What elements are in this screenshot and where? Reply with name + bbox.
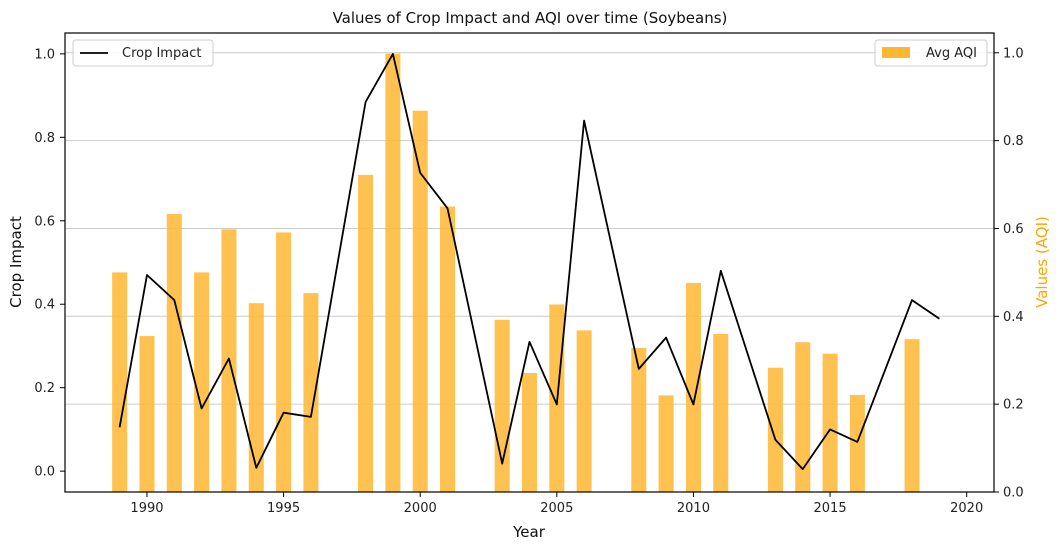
bar	[849, 394, 865, 492]
bar	[358, 174, 374, 492]
bar	[631, 347, 647, 492]
bar	[795, 342, 811, 492]
bar-series	[112, 53, 920, 493]
line-series	[118, 53, 940, 471]
y-left-tick-label: 1.0	[34, 47, 55, 62]
bar	[440, 206, 456, 492]
bar	[576, 330, 592, 492]
bar	[822, 353, 838, 492]
x-tick-label: 2000	[404, 501, 437, 516]
y-axis-left-title: Crop Impact	[7, 216, 25, 308]
x-tick-label: 2010	[677, 501, 710, 516]
bar	[385, 53, 401, 493]
x-tick-label: 2005	[540, 501, 573, 516]
y-right-tick-label: 0.8	[1003, 134, 1024, 149]
bar	[112, 272, 128, 492]
legend-right-box	[874, 39, 988, 67]
bar	[904, 339, 920, 492]
bar	[494, 319, 510, 492]
y-axis-right: 0.0 0.2 0.4 0.6 0.8 1.0	[994, 46, 1024, 501]
y-right-tick-label: 0.2	[1003, 398, 1024, 413]
bar	[194, 272, 210, 492]
bar	[767, 367, 783, 492]
plot-frame	[64, 32, 995, 493]
chart-title: Values of Crop Impact and AQI over time …	[333, 9, 728, 27]
y-right-tick-label: 0.4	[1003, 310, 1024, 325]
x-axis: 1990 1995 2000 2005 2010 2015 2020	[130, 492, 983, 516]
y-left-tick-label: 0.0	[34, 465, 55, 480]
x-tick-label: 2020	[950, 501, 983, 516]
x-tick-label: 1990	[130, 501, 163, 516]
y-right-tick-label: 1.0	[1003, 46, 1024, 61]
y-axis-right-title: Values (AQI)	[1033, 216, 1051, 308]
x-tick-label: 2015	[814, 501, 847, 516]
y-right-tick-label: 0.0	[1003, 486, 1024, 501]
y-axis-left: 0.0 0.2 0.4 0.6 0.8 1.0	[34, 47, 65, 480]
x-axis-title: Year	[512, 523, 546, 541]
legend-bar-swatch	[882, 47, 910, 58]
bar	[166, 213, 182, 492]
y-left-tick-label: 0.6	[34, 214, 55, 229]
y-left-tick-label: 0.2	[34, 381, 55, 396]
bar	[685, 282, 701, 492]
bar	[139, 336, 155, 492]
crop-impact-line	[118, 53, 940, 471]
bar	[521, 372, 538, 492]
y-left-tick-label: 0.4	[34, 298, 55, 313]
legend-left: Crop Impact	[72, 39, 214, 67]
legend-line-label: Crop Impact	[122, 46, 201, 61]
bar	[412, 110, 428, 492]
legend-right: Avg AQI	[874, 39, 988, 67]
bar	[658, 395, 674, 492]
bar	[713, 333, 729, 492]
x-tick-label: 1995	[267, 501, 300, 516]
y-right-tick-label: 0.6	[1003, 222, 1024, 237]
legend-bar-label: Avg AQI	[926, 46, 977, 61]
legend-left-box	[72, 39, 214, 67]
grid-lines	[65, 52, 994, 405]
bar	[303, 293, 319, 492]
bar	[276, 232, 292, 492]
y-left-tick-label: 0.8	[34, 131, 55, 146]
bar	[248, 303, 264, 492]
